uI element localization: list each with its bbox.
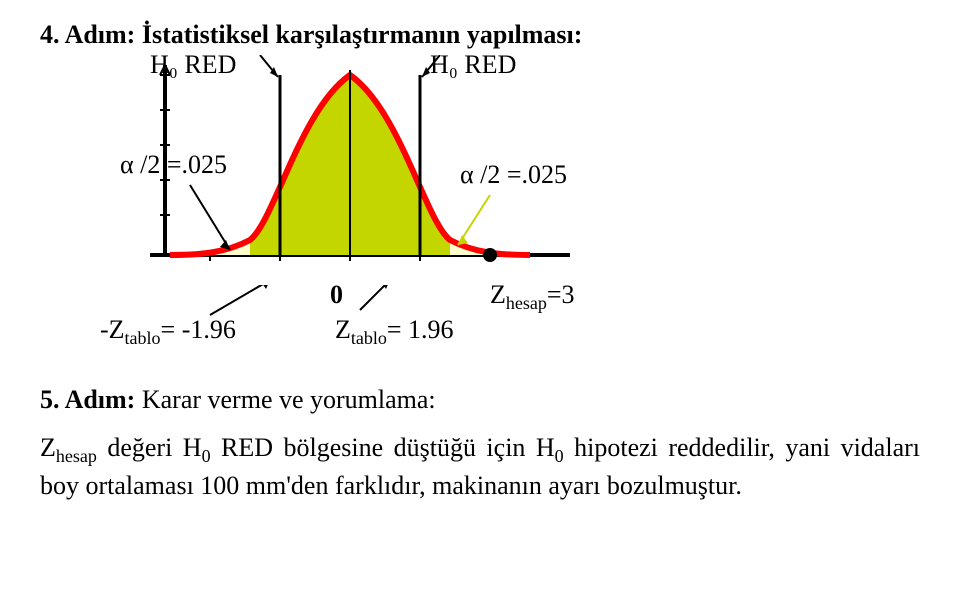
conclusion-text: Zhesap değeri H0 RED bölgesine düştüğü i…: [40, 430, 920, 504]
alpha-right-label: α /2 =.025: [460, 160, 567, 190]
step5-bold: 5. Adım:: [40, 385, 135, 414]
bell-curve-chart: α /2 =.025 α /2 =.025: [130, 55, 590, 285]
step5-rest: Karar verme ve yorumlama:: [135, 385, 435, 414]
alpha-left-label: α /2 =.025: [120, 150, 227, 180]
step4-title: 4. Adım: İstatistiksel karşılaştırmanın …: [40, 20, 920, 50]
step5-title: 5. Adım: Karar verme ve yorumlama:: [40, 385, 920, 415]
